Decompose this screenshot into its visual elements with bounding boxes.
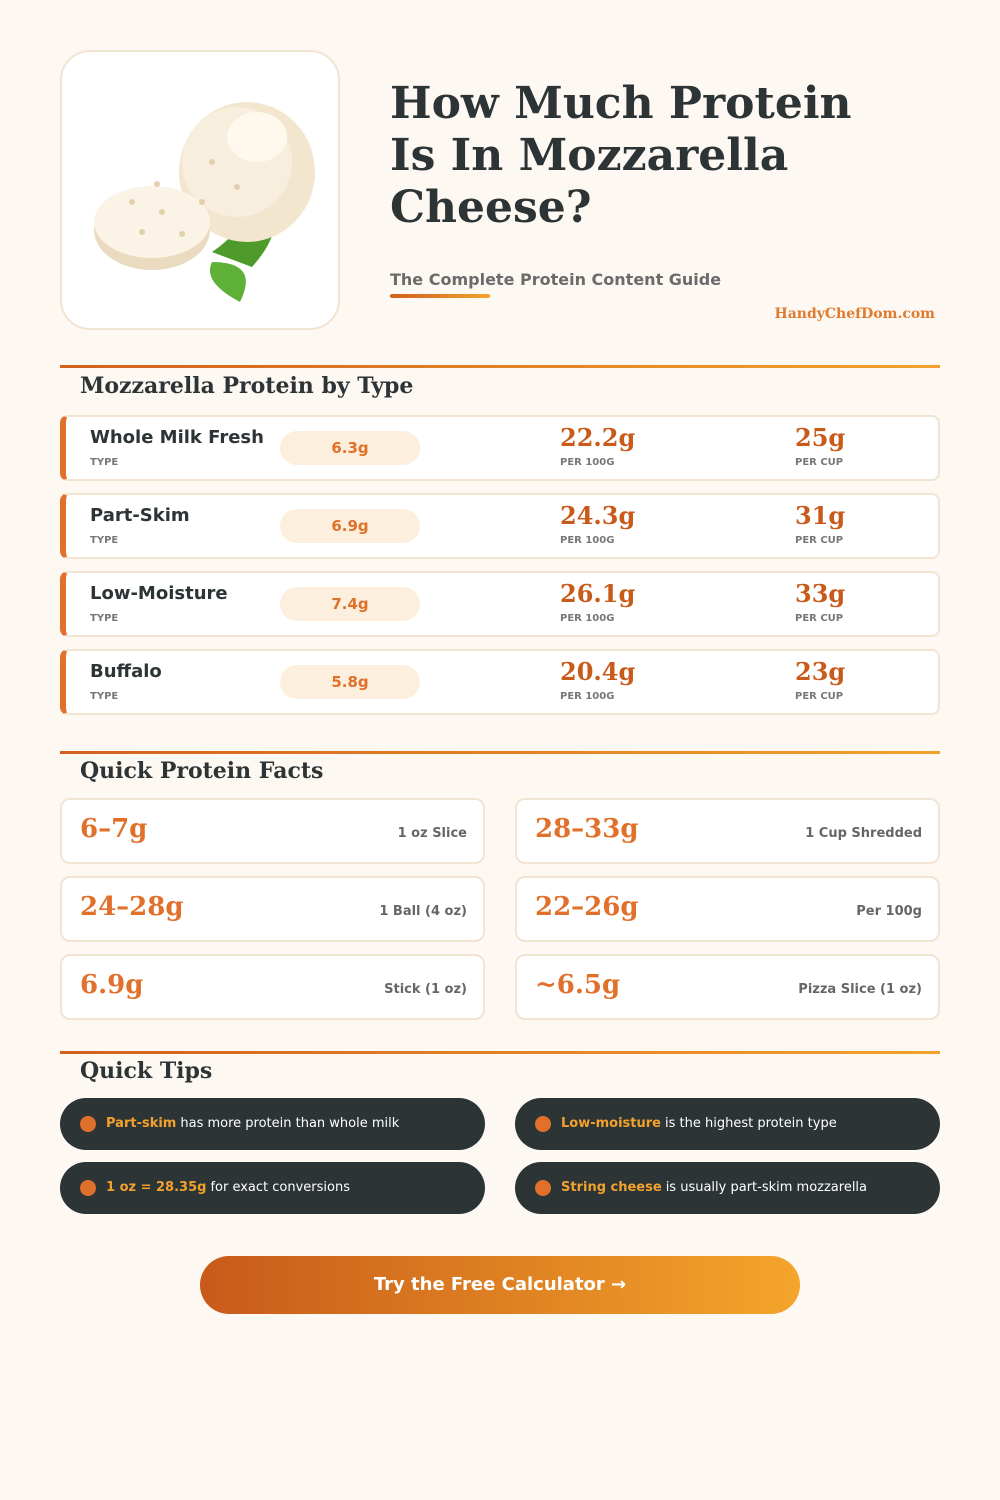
fact-card: 6.9g Stick (1 oz) bbox=[60, 954, 485, 1020]
per-100g-label: PER 100G bbox=[560, 457, 615, 468]
tip: Low-moisture is the highest protein type bbox=[515, 1098, 940, 1150]
per-100g-label: PER 100G bbox=[560, 691, 615, 702]
cta-button[interactable]: Try the Free Calculator → bbox=[200, 1256, 800, 1314]
fact-value: ~6.5g bbox=[535, 970, 621, 1000]
type-label: TYPE bbox=[90, 691, 119, 702]
fact-label: Per 100g bbox=[856, 904, 922, 919]
tip-text: has more protein than whole milk bbox=[180, 1116, 400, 1131]
per-cup-label: PER CUP bbox=[795, 535, 844, 546]
tip-text: for exact conversions bbox=[210, 1180, 350, 1195]
per-cup-value: 25g bbox=[795, 423, 846, 452]
per-oz-pill: 6.3g bbox=[280, 431, 420, 465]
fact-label: 1 oz Slice bbox=[397, 826, 467, 841]
per-cup-label: PER CUP bbox=[795, 457, 844, 468]
per-100g-label: PER 100G bbox=[560, 613, 615, 624]
per-100g-value: 24.3g bbox=[560, 501, 636, 530]
per-100g-value: 26.1g bbox=[560, 579, 636, 608]
tip: Part-skim has more protein than whole mil… bbox=[60, 1098, 485, 1150]
site-name: HandyChefDom.com bbox=[774, 306, 936, 322]
per-cup-value: 23g bbox=[795, 657, 846, 686]
divider bbox=[60, 1051, 940, 1054]
type-row: Buffalo TYPE 5.8g 20.4g PER 100G 23g PER CUP bbox=[60, 649, 940, 715]
fact-label: Pizza Slice (1 oz) bbox=[798, 982, 922, 997]
fact-value: 28–33g bbox=[535, 814, 639, 844]
type-name: Buffalo bbox=[90, 661, 162, 682]
divider bbox=[60, 365, 940, 368]
fact-card: 22–26g Per 100g bbox=[515, 876, 940, 942]
per-cup-value: 31g bbox=[795, 501, 846, 530]
fact-value: 24–28g bbox=[80, 892, 184, 922]
tip-highlight: String cheese bbox=[561, 1180, 662, 1195]
fact-label: 1 Cup Shredded bbox=[805, 826, 922, 841]
fact-value: 22–26g bbox=[535, 892, 639, 922]
type-row: Low-Moisture TYPE 7.4g 26.1g PER 100G 33g PER … bbox=[60, 571, 940, 637]
per-oz-pill: 7.4g bbox=[280, 587, 420, 621]
subtitle: The Complete Protein Content Guide bbox=[390, 270, 722, 289]
type-label: TYPE bbox=[90, 457, 119, 468]
tip-highlight: 1 oz = 28.35g bbox=[106, 1180, 207, 1195]
type-name: Whole Milk Fresh bbox=[90, 427, 264, 448]
tip: 1 oz = 28.35g for exact conversions bbox=[60, 1162, 485, 1214]
tip-text: is the highest protein type bbox=[665, 1116, 837, 1131]
type-label: TYPE bbox=[90, 613, 119, 624]
divider bbox=[60, 751, 940, 754]
tip-highlight: Part-skim bbox=[106, 1116, 177, 1131]
fact-card: ~6.5g Pizza Slice (1 oz) bbox=[515, 954, 940, 1020]
fact-card: 6–7g 1 oz Slice bbox=[60, 798, 485, 864]
per-cup-label: PER CUP bbox=[795, 691, 844, 702]
type-name: Part-Skim bbox=[90, 505, 190, 526]
per-100g-label: PER 100G bbox=[560, 535, 615, 546]
fact-label: Stick (1 oz) bbox=[384, 982, 467, 997]
per-oz-pill: 5.8g bbox=[280, 665, 420, 699]
type-name: Low-Moisture bbox=[90, 583, 228, 604]
section-heading: Quick Protein Facts bbox=[80, 758, 324, 784]
image-box bbox=[60, 50, 340, 330]
section-heading: Mozzarella Protein by Type bbox=[80, 373, 414, 399]
type-row: Part-Skim TYPE 6.9g 24.3g PER 100G 31g PER CUP bbox=[60, 493, 940, 559]
title: How Much Protein Is In Mozzarella Cheese… bbox=[390, 78, 852, 233]
fact-label: 1 Ball (4 oz) bbox=[379, 904, 467, 919]
fact-card: 28–33g 1 Cup Shredded bbox=[515, 798, 940, 864]
per-cup-value: 33g bbox=[795, 579, 846, 608]
accent-bar bbox=[390, 294, 490, 298]
tip-text: is usually part-skim mozzarella bbox=[665, 1180, 868, 1195]
tip-highlight: Low-moisture bbox=[561, 1116, 661, 1131]
fact-card: 24–28g 1 Ball (4 oz) bbox=[60, 876, 485, 942]
fact-value: 6–7g bbox=[80, 814, 148, 844]
section-heading: Quick Tips bbox=[80, 1058, 213, 1084]
per-100g-value: 20.4g bbox=[560, 657, 636, 686]
per-100g-value: 22.2g bbox=[560, 423, 636, 452]
cheese-illustration bbox=[94, 102, 315, 302]
per-oz-pill: 6.9g bbox=[280, 509, 420, 543]
fact-value: 6.9g bbox=[80, 970, 144, 1000]
type-label: TYPE bbox=[90, 535, 119, 546]
per-cup-label: PER CUP bbox=[795, 613, 844, 624]
type-row: Whole Milk Fresh TYPE 6.3g 22.2g PER 100G 25g… bbox=[60, 415, 940, 481]
tip: String cheese is usually part-skim mozzar… bbox=[515, 1162, 940, 1214]
